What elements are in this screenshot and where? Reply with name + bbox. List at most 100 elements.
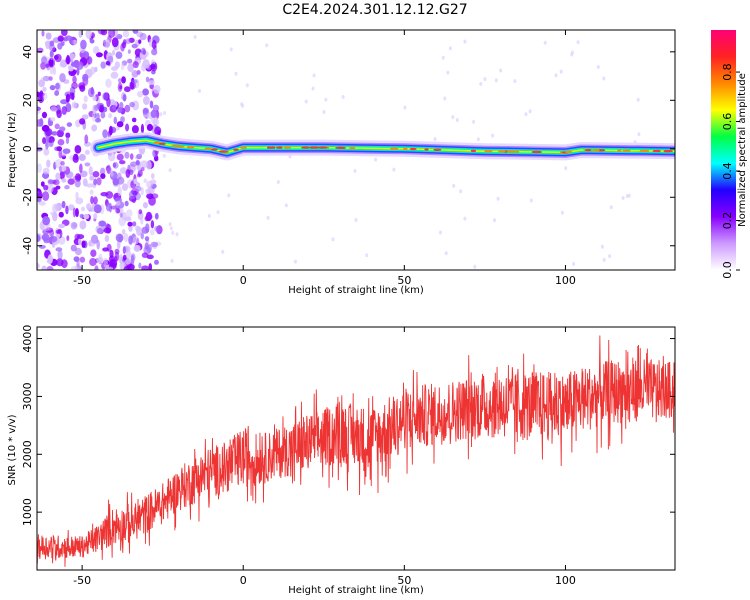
spectrogram-x-ticks: -50 0 50 100 xyxy=(73,30,576,287)
x-tick-label: -50 xyxy=(73,574,91,587)
colorbar-tick-label: 0.0 xyxy=(721,261,734,279)
ridge-peak xyxy=(470,149,477,153)
noise-cell xyxy=(45,140,49,150)
noise-cell xyxy=(116,200,121,206)
noise-cell xyxy=(83,95,88,103)
ridge-peak xyxy=(514,150,520,153)
noise-cell xyxy=(144,242,149,250)
noise-cell xyxy=(96,177,102,186)
noise-cell xyxy=(140,217,144,225)
noise-cell xyxy=(57,35,64,42)
noise-cell xyxy=(150,179,157,185)
noise-cell xyxy=(56,109,62,119)
noise-cell xyxy=(170,258,174,263)
noise-cell xyxy=(145,211,153,222)
noise-cell xyxy=(52,179,60,186)
noise-cell xyxy=(444,251,448,256)
noise-cell xyxy=(79,220,87,230)
noise-cell xyxy=(42,167,50,175)
noise-cell xyxy=(67,178,75,185)
noise-cell xyxy=(150,241,159,248)
noise-cell xyxy=(128,235,133,245)
noise-cell xyxy=(41,30,45,37)
noise-cell xyxy=(81,206,86,212)
noise-cell xyxy=(94,104,100,111)
noise-cell xyxy=(216,210,220,215)
noise-cell xyxy=(89,175,95,181)
noise-cell xyxy=(62,148,71,154)
noise-cell xyxy=(113,116,118,125)
noise-cell xyxy=(609,205,613,210)
noise-cell xyxy=(38,201,46,206)
noise-cell xyxy=(65,56,71,65)
y-tick-label: 20 xyxy=(21,93,34,107)
noise-cell xyxy=(68,65,74,72)
noise-cell xyxy=(102,129,108,139)
colorbar-tick-label: 0.8 xyxy=(721,63,734,81)
ridge-peak xyxy=(652,149,661,153)
noise-cell xyxy=(354,217,358,222)
noise-cell xyxy=(88,242,96,247)
colorbar-label: Normalized spectral amplitude xyxy=(737,73,748,227)
noise-cell xyxy=(91,112,96,122)
noise-cell xyxy=(108,152,116,162)
noise-cell xyxy=(284,203,288,208)
noise-cell xyxy=(131,70,139,78)
noise-cell xyxy=(175,232,179,237)
noise-cell xyxy=(136,173,141,178)
noise-cell xyxy=(564,166,568,171)
noise-cell xyxy=(48,57,56,68)
ridge-peak xyxy=(311,146,320,149)
noise-cell xyxy=(130,254,135,265)
noise-cell xyxy=(54,123,60,130)
noise-cell xyxy=(78,237,82,246)
noise-cell xyxy=(122,94,127,102)
noise-cell xyxy=(49,117,56,122)
noise-cell xyxy=(74,247,82,256)
noise-cell xyxy=(82,178,88,187)
noise-cell xyxy=(42,86,47,92)
noise-cell xyxy=(198,88,202,93)
noise-cell xyxy=(136,153,143,160)
noise-cell xyxy=(125,169,131,178)
noise-cell xyxy=(524,112,528,117)
noise-cell xyxy=(93,204,102,214)
noise-cell xyxy=(142,201,148,209)
y-tick-label: 4000 xyxy=(21,325,34,353)
noise-cell xyxy=(43,148,50,156)
noise-cell xyxy=(117,186,122,197)
noise-cell xyxy=(59,126,66,132)
noise-cell xyxy=(123,216,132,222)
noise-cell xyxy=(227,193,231,198)
ridge-peak xyxy=(266,146,272,149)
noise-cell xyxy=(57,139,65,146)
noise-cell xyxy=(148,263,153,270)
noise-cell xyxy=(60,99,68,105)
y-tick-label: 1000 xyxy=(21,498,34,526)
noise-cell xyxy=(53,54,59,60)
noise-cell xyxy=(97,91,101,97)
ridge-peak xyxy=(389,147,399,150)
noise-cell xyxy=(79,213,84,219)
noise-cell xyxy=(92,171,100,178)
ridge-peak xyxy=(403,147,408,151)
noise-cell xyxy=(245,83,249,88)
noise-cell xyxy=(576,40,580,45)
noise-cell xyxy=(116,240,121,250)
x-tick-label: 50 xyxy=(397,274,411,287)
noise-cell xyxy=(496,196,500,201)
noise-cell xyxy=(58,149,63,159)
ridge-peak xyxy=(283,146,292,149)
noise-cell xyxy=(42,75,50,82)
noise-cell xyxy=(125,38,131,45)
noise-cell xyxy=(43,184,49,191)
noise-cell xyxy=(109,258,118,268)
noise-cell xyxy=(143,178,147,184)
noise-cell xyxy=(102,39,106,47)
y-tick-label: 3000 xyxy=(21,382,34,410)
noise-cell xyxy=(131,125,139,134)
noise-cell xyxy=(150,220,155,229)
ridge-peak xyxy=(153,141,162,144)
noise-cell xyxy=(207,213,211,218)
noise-cell xyxy=(90,196,94,205)
